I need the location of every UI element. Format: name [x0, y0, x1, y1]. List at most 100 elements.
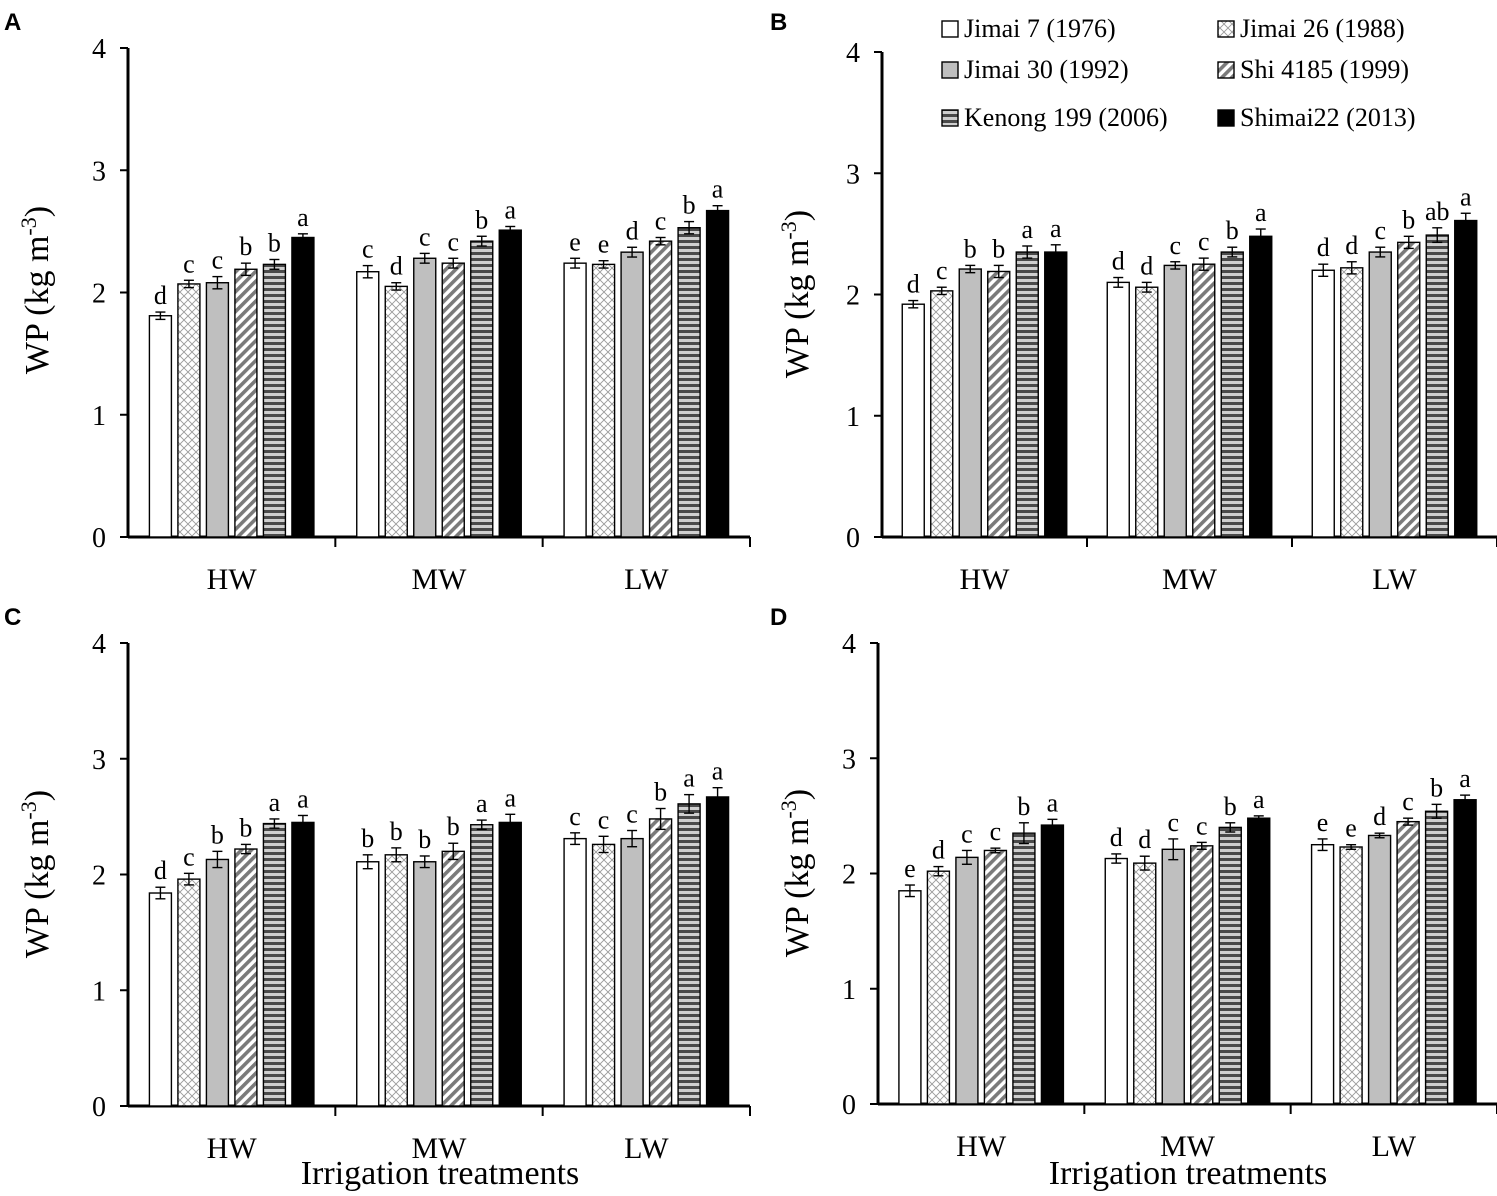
bar: [1218, 826, 1242, 1105]
bar: [620, 251, 644, 538]
legend-item: Kenong 199 (2006): [941, 103, 1168, 132]
bar: [1220, 251, 1244, 538]
bar: [1247, 817, 1271, 1105]
y-tick-label: 0: [842, 1090, 856, 1121]
x-tick-label: LW: [1372, 563, 1417, 596]
bar: [1367, 834, 1392, 1105]
significance-letter: b: [1430, 773, 1443, 802]
significance-letter: e: [598, 230, 610, 259]
legend-swatch: [941, 20, 959, 38]
significance-letter: d: [390, 252, 403, 281]
significance-letter: b: [239, 232, 252, 261]
legend-item: Shi 4185 (1999): [1217, 55, 1409, 84]
bar: [563, 837, 587, 1107]
significance-letter: b: [268, 228, 281, 257]
x-tick-label: MW: [1160, 1130, 1216, 1163]
bar: [898, 890, 922, 1105]
significance-letter: b: [475, 205, 488, 234]
y-tick-label: 2: [92, 861, 106, 892]
significance-letter: a: [712, 757, 724, 786]
legend-swatch: [1217, 61, 1235, 79]
bar: [291, 821, 315, 1107]
bar: [591, 843, 616, 1107]
significance-letter: a: [1460, 182, 1472, 211]
significance-letter: b: [1017, 792, 1030, 821]
bar: [413, 257, 437, 538]
bar: [1340, 267, 1364, 538]
significance-letter: ab: [1425, 197, 1450, 226]
y-tick-label: 3: [92, 156, 106, 187]
bar: [983, 849, 1008, 1105]
significance-letter: c: [626, 800, 638, 829]
y-tick-label: 1: [92, 401, 106, 432]
bar: [1133, 862, 1157, 1105]
legend-item: Jimai 30 (1992): [941, 55, 1129, 84]
bar: [705, 796, 730, 1107]
significance-letter: b: [447, 812, 460, 841]
x-axis-title-right: Irrigation treatments: [1049, 1155, 1328, 1192]
x-tick-label: LW: [1372, 1130, 1417, 1163]
significance-letter: c: [447, 227, 459, 256]
legend-swatch: [1217, 109, 1235, 127]
significance-letter: c: [183, 842, 195, 871]
bar: [234, 268, 258, 538]
bar: [148, 892, 173, 1107]
bar: [384, 854, 408, 1107]
legend-item: Jimai 7 (1976): [941, 14, 1116, 43]
y-tick-label: 0: [846, 523, 860, 554]
legend-label: Shimai22 (2013): [1240, 103, 1416, 132]
significance-letter: b: [390, 817, 403, 846]
significance-letter: d: [907, 270, 920, 299]
y-tick-label: 3: [92, 745, 106, 776]
significance-letter: c: [655, 206, 667, 235]
significance-letter: c: [1196, 811, 1208, 840]
bar: [987, 270, 1011, 538]
bar: [441, 850, 465, 1107]
bar: [205, 858, 230, 1107]
bar: [591, 263, 616, 538]
significance-letter: d: [1110, 823, 1123, 852]
bar: [498, 821, 522, 1107]
bar: [677, 803, 701, 1107]
panel-label: C: [4, 604, 21, 631]
significance-letter: c: [961, 819, 973, 848]
significance-letter: d: [1138, 825, 1151, 854]
legend-swatch: [941, 109, 959, 127]
significance-letter: c: [1167, 808, 1179, 837]
bar: [1192, 263, 1216, 538]
bar: [262, 822, 287, 1107]
bar: [1425, 234, 1449, 538]
y-tick-label: 2: [846, 281, 860, 312]
significance-letter: a: [504, 783, 516, 812]
y-tick-label: 2: [92, 279, 106, 310]
significance-letter: d: [154, 281, 167, 310]
significance-letter: b: [361, 824, 374, 853]
significance-letter: c: [1169, 231, 1181, 260]
bar: [563, 262, 587, 538]
significance-letter: c: [1198, 227, 1210, 256]
x-tick-label: MW: [412, 563, 468, 596]
y-axis-title: WP (kg m-3): [16, 206, 56, 374]
significance-letter: a: [1253, 785, 1265, 814]
bar: [1190, 845, 1214, 1105]
significance-letter: e: [569, 227, 581, 256]
significance-letter: a: [1021, 215, 1033, 244]
significance-letter: c: [936, 256, 948, 285]
bar: [413, 861, 437, 1107]
significance-letter: b: [239, 813, 252, 842]
bar: [498, 229, 522, 538]
bar: [648, 240, 673, 538]
significance-letter: e: [1345, 814, 1357, 843]
bar: [1396, 820, 1420, 1105]
y-tick-label: 1: [842, 975, 856, 1006]
x-tick-label: HW: [960, 563, 1011, 596]
legend-label: Jimai 30 (1992): [964, 55, 1129, 84]
significance-letter: b: [654, 778, 667, 807]
panel-label: B: [770, 9, 787, 36]
bar: [958, 268, 982, 538]
bar: [620, 837, 644, 1107]
bar: [384, 285, 408, 538]
